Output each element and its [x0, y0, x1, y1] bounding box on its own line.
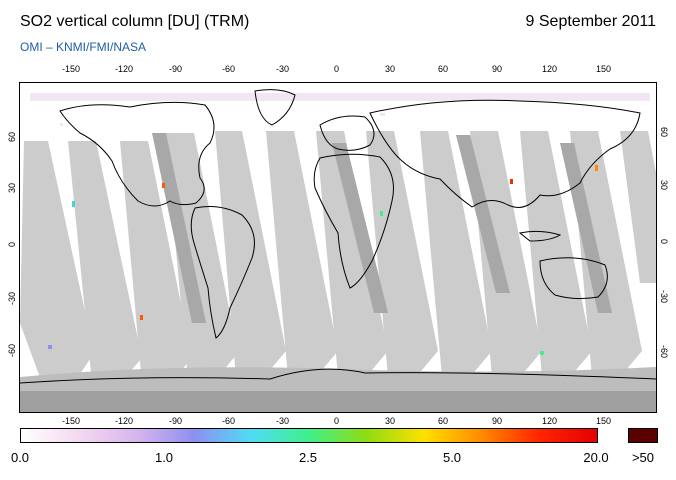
coast-north-america [59, 101, 215, 207]
lon-tick-top: 60 [438, 64, 449, 74]
coastlines [20, 89, 656, 384]
lon-tick-bottom: 0 [334, 416, 340, 426]
lat-tick-right: 30 [659, 180, 669, 191]
lon-tick-bottom: 120 [542, 416, 558, 426]
lon-tick-top: -90 [169, 64, 183, 74]
colorbar-label: 5.0 [442, 450, 462, 465]
so2-pixel [162, 183, 165, 188]
swath-layer [20, 131, 656, 383]
so2-world-map [19, 82, 657, 413]
coast-asia [369, 99, 641, 208]
orbit-swath [316, 131, 388, 377]
so2-pixel [140, 315, 143, 320]
coast-antarctica [20, 368, 656, 384]
lat-tick-left: 60 [7, 131, 17, 142]
swath-overlap [152, 133, 206, 323]
data-credit: OMI – KNMI/FMI/NASA [20, 40, 147, 54]
so2-pixel [540, 351, 544, 355]
lon-tick-bottom: 90 [492, 416, 503, 426]
lon-tick-top: -150 [62, 64, 81, 74]
orbit-swath [366, 131, 438, 377]
lat-tick-left: -60 [7, 343, 17, 357]
orbit-swath [470, 131, 542, 377]
map-title: SO2 vertical column [DU] (TRM) [20, 13, 250, 30]
lon-tick-top: -60 [222, 64, 236, 74]
orbit-swath [620, 131, 656, 283]
so2-hotspots [48, 165, 598, 355]
lon-tick-bottom: -30 [276, 416, 290, 426]
lon-tick-top: 150 [596, 64, 612, 74]
coast-indonesia [518, 230, 562, 242]
so2-pixel [595, 165, 598, 171]
lon-tick-bottom: 60 [438, 416, 449, 426]
so2-pixel [380, 211, 383, 216]
orbit-swath [420, 131, 492, 377]
lon-tick-top: -120 [115, 64, 134, 74]
coast-africa [313, 153, 394, 289]
lon-tick-bottom: -90 [169, 416, 183, 426]
so2-pixel [72, 201, 75, 207]
map-date: 9 September 2011 [525, 13, 656, 30]
swath-overlap [560, 143, 612, 313]
colorbar-label: 0.0 [10, 450, 30, 465]
colorbar [20, 428, 598, 443]
coast-greenland [254, 89, 296, 126]
swath-overlap [456, 135, 510, 293]
polar-nodata [20, 367, 656, 412]
so2-pixel [510, 179, 513, 184]
orbit-swath [266, 131, 338, 377]
orbit-swath [215, 131, 286, 377]
orbit-swath [570, 131, 642, 377]
lat-tick-right: -30 [659, 290, 669, 304]
orbit-swath [520, 131, 592, 377]
lat-tick-right: -60 [659, 345, 669, 359]
map-canvas [20, 89, 656, 412]
lon-tick-bottom: -150 [62, 416, 81, 426]
lat-tick-right: 60 [659, 127, 669, 138]
swath-overlap [332, 143, 388, 313]
lon-tick-bottom: 150 [596, 416, 612, 426]
lon-tick-bottom: -60 [222, 416, 236, 426]
so2-pixel [48, 345, 52, 349]
colorbar-label: >50 [631, 450, 655, 465]
orbit-swath [165, 133, 238, 379]
colorbar-label: 2.5 [298, 450, 318, 465]
lon-tick-top: -30 [276, 64, 290, 74]
orbit-swath [20, 141, 94, 383]
lon-tick-top: 120 [542, 64, 558, 74]
coast-south-america [190, 206, 255, 339]
colorbar-overflow-swatch [628, 428, 658, 443]
coast-europe [319, 115, 375, 151]
lon-tick-top: 0 [334, 64, 340, 74]
lon-tick-bottom: -120 [115, 416, 134, 426]
colorbar-label: 20.0 [583, 450, 609, 465]
lon-tick-top: 30 [385, 64, 396, 74]
colorbar-label: 1.0 [154, 450, 174, 465]
coast-australia [539, 257, 608, 300]
lat-tick-left: 30 [7, 182, 17, 193]
lon-tick-top: 90 [492, 64, 503, 74]
lon-tick-bottom: 30 [385, 416, 396, 426]
lat-tick-left: 0 [7, 241, 17, 247]
lat-tick-left: -30 [7, 291, 17, 305]
orbit-swath [68, 141, 142, 383]
lat-tick-right: 0 [659, 239, 669, 245]
